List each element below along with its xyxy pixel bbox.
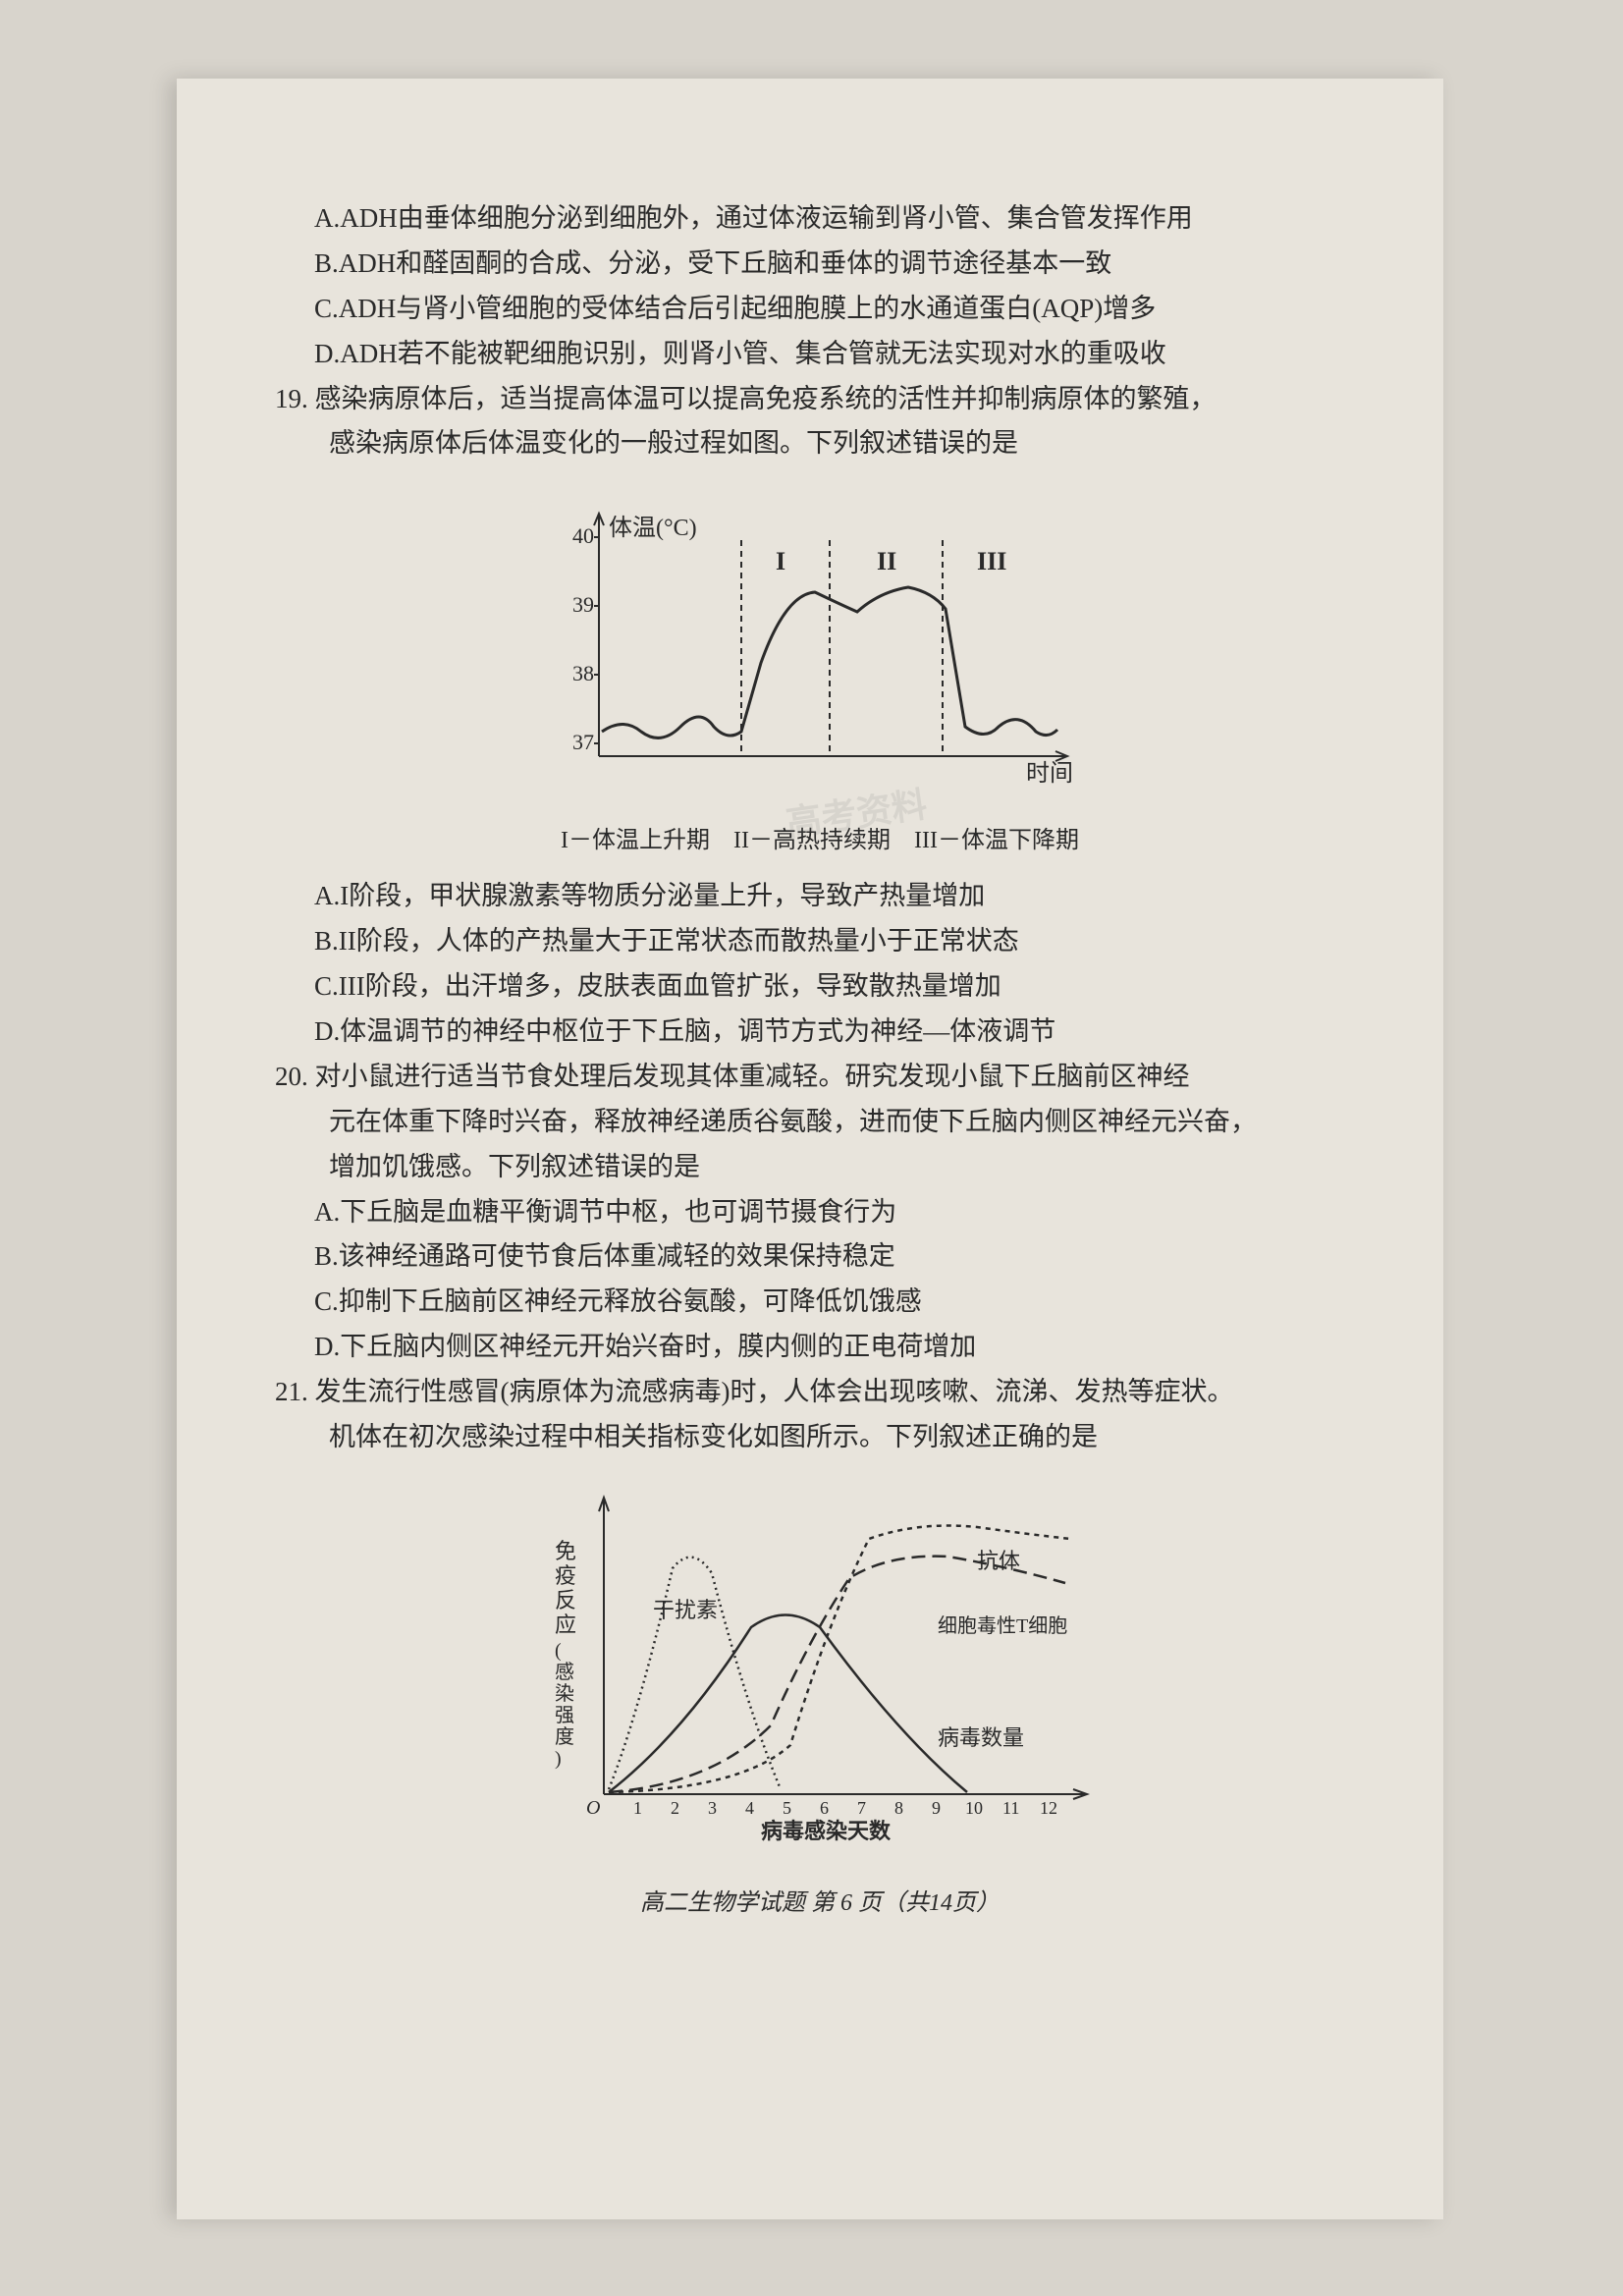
q19-chart-caption: I－体温上升期 II－高热持续期 III－体温下降期 bbox=[275, 820, 1365, 854]
y-axis-label: 体温(°C) bbox=[609, 515, 697, 541]
svg-text:I: I bbox=[776, 547, 785, 575]
svg-text:): ) bbox=[555, 1748, 562, 1770]
svg-text:40: 40 bbox=[572, 523, 594, 548]
q19-stem-2: 感染病原体后体温变化的一般过程如图。下列叙述错误的是 bbox=[329, 421, 1365, 466]
svg-text:度: 度 bbox=[555, 1725, 574, 1748]
svg-text:O: O bbox=[586, 1797, 600, 1819]
x-axis-label: 时间 bbox=[1026, 760, 1073, 787]
svg-text:10: 10 bbox=[965, 1798, 983, 1818]
q19-chart: 体温(°C) 40 39 38 37 I II III 时间 I－体温上升期 I… bbox=[275, 486, 1365, 854]
svg-text:11: 11 bbox=[1002, 1798, 1019, 1818]
q18-option-b: B.ADH和醛固酮的合成、分泌，受下丘脑和垂体的调节途径基本一致 bbox=[314, 242, 1365, 287]
q19-stem-1: 19. 感染病原体后，适当提高体温可以提高免疫系统的活性并抑制病原体的繁殖， bbox=[275, 377, 1365, 422]
q21-chart: 免 疫 反 应 ( 感 染 强 度 ) O 1 2 3 4 5 6 7 8 9 … bbox=[275, 1480, 1365, 1853]
svg-text:1: 1 bbox=[633, 1798, 642, 1818]
svg-text:抗体: 抗体 bbox=[977, 1549, 1020, 1573]
temperature-chart-svg: 体温(°C) 40 39 38 37 I II III 时间 bbox=[555, 486, 1085, 810]
svg-text:39: 39 bbox=[572, 592, 594, 617]
q20-option-b: B.该神经通路可使节食后体重减轻的效果保持稳定 bbox=[314, 1234, 1365, 1280]
svg-text:反: 反 bbox=[555, 1588, 576, 1613]
exam-page: A.ADH由垂体细胞分泌到细胞外，通过体液运输到肾小管、集合管发挥作用 B.AD… bbox=[177, 79, 1443, 2219]
svg-text:III: III bbox=[977, 547, 1006, 575]
q19-option-a: A.I阶段，甲状腺激素等物质分泌量上升，导致产热量增加 bbox=[314, 874, 1365, 919]
svg-text:2: 2 bbox=[671, 1798, 679, 1818]
svg-text:6: 6 bbox=[820, 1798, 829, 1818]
q19-option-b: B.II阶段，人体的产热量大于正常状态而散热量小于正常状态 bbox=[314, 919, 1365, 964]
svg-text:8: 8 bbox=[894, 1798, 903, 1818]
svg-text:病毒感染天数: 病毒感染天数 bbox=[761, 1819, 892, 1843]
svg-text:染: 染 bbox=[555, 1682, 574, 1705]
q20-stem-2: 元在体重下降时兴奋，释放神经递质谷氨酸，进而使下丘脑内侧区神经元兴奋， bbox=[329, 1100, 1365, 1145]
q19-option-c: C.III阶段，出汗增多，皮肤表面血管扩张，导致散热量增加 bbox=[314, 964, 1365, 1010]
q18-option-a: A.ADH由垂体细胞分泌到细胞外，通过体液运输到肾小管、集合管发挥作用 bbox=[314, 196, 1365, 242]
q20-option-c: C.抑制下丘脑前区神经元释放谷氨酸，可降低饥饿感 bbox=[314, 1280, 1365, 1325]
q18-option-c: C.ADH与肾小管细胞的受体结合后引起细胞膜上的水通道蛋白(AQP)增多 bbox=[314, 287, 1365, 332]
q18-option-d: D.ADH若不能被靶细胞识别，则肾小管、集合管就无法实现对水的重吸收 bbox=[314, 332, 1365, 377]
immune-chart-svg: 免 疫 反 应 ( 感 染 强 度 ) O 1 2 3 4 5 6 7 8 9 … bbox=[535, 1480, 1105, 1853]
svg-text:免: 免 bbox=[555, 1539, 576, 1563]
svg-text:7: 7 bbox=[857, 1798, 866, 1818]
q20-stem-3: 增加饥饿感。下列叙述错误的是 bbox=[329, 1145, 1365, 1190]
svg-text:(: ( bbox=[555, 1640, 562, 1662]
svg-text:9: 9 bbox=[932, 1798, 941, 1818]
q20-option-a: A.下丘脑是血糖平衡调节中枢，也可调节摄食行为 bbox=[314, 1190, 1365, 1235]
svg-text:II: II bbox=[877, 547, 896, 575]
svg-text:感: 感 bbox=[555, 1661, 574, 1683]
svg-text:3: 3 bbox=[708, 1798, 717, 1818]
svg-text:5: 5 bbox=[783, 1798, 791, 1818]
q20-option-d: D.下丘脑内侧区神经元开始兴奋时，膜内侧的正电荷增加 bbox=[314, 1325, 1365, 1370]
svg-text:强: 强 bbox=[555, 1705, 574, 1726]
q20-stem-1: 20. 对小鼠进行适当节食处理后发现其体重减轻。研究发现小鼠下丘脑前区神经 bbox=[275, 1055, 1365, 1100]
svg-text:37: 37 bbox=[572, 730, 594, 754]
svg-text:细胞毒性T细胞: 细胞毒性T细胞 bbox=[938, 1614, 1067, 1637]
svg-text:12: 12 bbox=[1040, 1798, 1057, 1818]
q19-option-d: D.体温调节的神经中枢位于下丘脑，调节方式为神经—体液调节 bbox=[314, 1010, 1365, 1055]
svg-text:4: 4 bbox=[745, 1798, 754, 1818]
svg-text:病毒数量: 病毒数量 bbox=[938, 1725, 1024, 1750]
page-footer: 高二生物学试题 第 6 页（共14页） bbox=[275, 1883, 1365, 1917]
svg-text:疫: 疫 bbox=[555, 1563, 576, 1588]
svg-text:应: 应 bbox=[555, 1613, 576, 1637]
q21-stem-2: 机体在初次感染过程中相关指标变化如图所示。下列叙述正确的是 bbox=[329, 1415, 1365, 1460]
svg-text:干扰素: 干扰素 bbox=[653, 1598, 718, 1622]
q21-stem-1: 21. 发生流行性感冒(病原体为流感病毒)时，人体会出现咳嗽、流涕、发热等症状。 bbox=[275, 1370, 1365, 1415]
svg-text:38: 38 bbox=[572, 661, 594, 685]
